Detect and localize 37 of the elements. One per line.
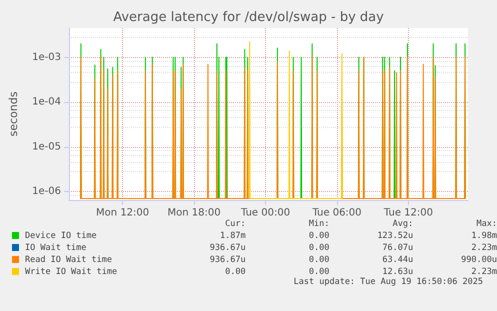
x-tick-label: Mon 12:00 (96, 208, 150, 218)
chart-title: Average latency for /dev/ol/swap - by day (113, 10, 384, 25)
text: 0.00 (308, 254, 330, 266)
text: 936.67u (208, 254, 246, 266)
text: 0.00 (308, 242, 330, 254)
text: 76.07u (381, 242, 414, 254)
x-tick-label: Tue 06:00 (311, 208, 362, 218)
y-tick-label: 1e-05 (32, 141, 61, 152)
text: Avg: (392, 218, 414, 230)
x-tick-label: Mon 18:00 (168, 208, 221, 218)
text: Min: (308, 218, 330, 230)
x-tick-label: Tue 00:00 (240, 208, 290, 218)
x-tick-label: Tue 12:00 (382, 208, 433, 218)
line-series (248, 41, 343, 200)
text: 0.00 (308, 230, 330, 242)
text: 0.00 (224, 266, 246, 278)
y-tick-label: 1e-04 (32, 96, 61, 108)
y-axis-title: seconds (7, 91, 20, 136)
text: 0.00 (308, 266, 330, 278)
legend-label: Device IO time (24, 230, 98, 242)
text: 2.23m (470, 242, 497, 254)
text: 123.52u (376, 230, 414, 242)
y-tick-label: 1e-03 (32, 52, 61, 63)
text: 936.67u (208, 242, 246, 254)
legend-label: Write IO Wait time (24, 266, 118, 278)
y-tick-label: 1e-06 (32, 186, 61, 198)
text: Cur: (224, 218, 246, 230)
legend-label: Read IO Wait time (24, 254, 113, 266)
text: 1.87m (219, 230, 246, 242)
text: 2.23m (470, 266, 497, 278)
text: Last update: Tue Aug 19 16:50:06 2025 (294, 277, 483, 287)
legend-label: IO Wait time (24, 242, 88, 254)
text: 1.98m (470, 230, 497, 242)
text: 63.44u (381, 254, 414, 266)
text: 990.00u (460, 254, 497, 266)
text: Max: (476, 218, 497, 230)
text: 12.63u (381, 266, 414, 278)
